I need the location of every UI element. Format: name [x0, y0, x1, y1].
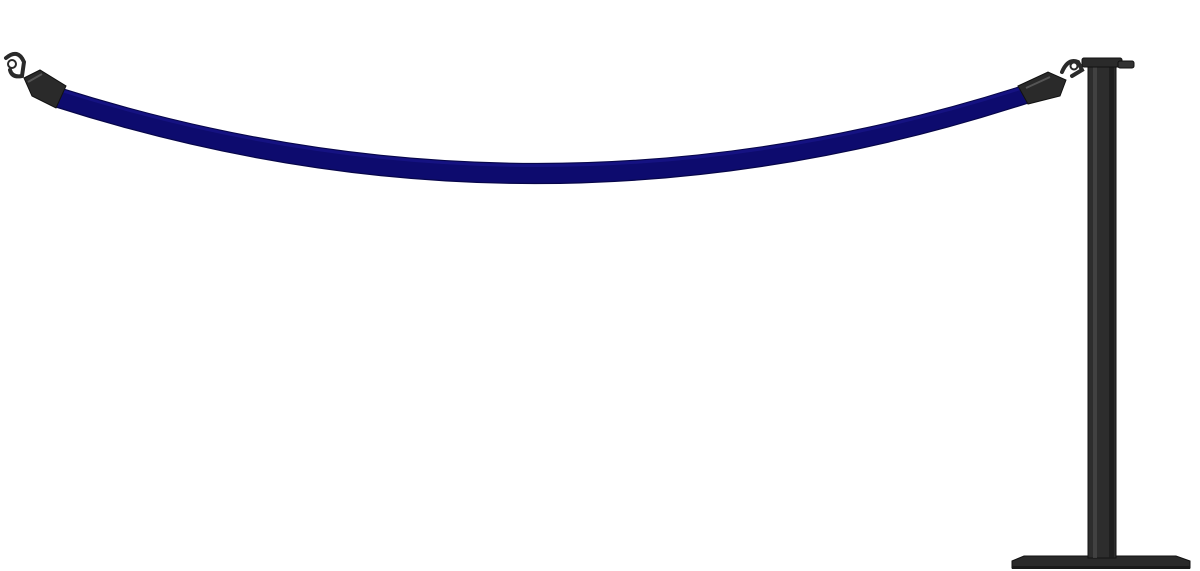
stanchion-post: [1081, 57, 1135, 559]
stanchion-base: [1011, 555, 1191, 569]
snap-hook-icon: [4, 51, 67, 109]
snap-hook-icon-right: [1017, 59, 1085, 105]
velvet-rope: [55, 85, 1029, 185]
